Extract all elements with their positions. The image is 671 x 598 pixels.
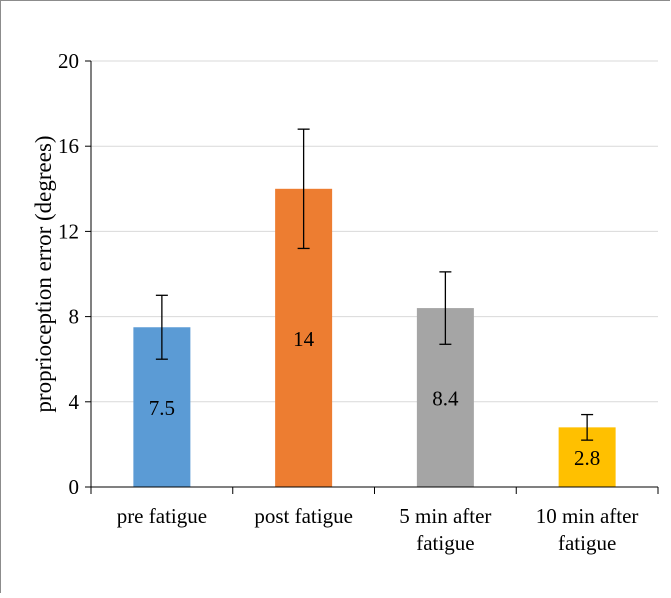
y-tick-label: 4 — [69, 390, 80, 414]
data-label: 8.4 — [432, 387, 459, 411]
y-tick-label: 20 — [58, 49, 79, 73]
x-tick-label: 5 min after — [399, 504, 491, 528]
gridlines — [91, 60, 658, 403]
y-tick-label: 12 — [58, 219, 79, 243]
y-axis-title: proprioception error (degrees) — [31, 135, 56, 412]
x-tick-label: fatigue — [558, 531, 616, 555]
labels: 0 4 8 12 16 20 7.5 pre fatigue 14 post fatigue 8.4… — [31, 49, 638, 555]
x-tick-label: 10 min after — [536, 504, 639, 528]
x-tick-label: pre fatigue — [117, 504, 207, 528]
y-tick-label: 8 — [69, 305, 80, 329]
y-tick-label: 16 — [58, 134, 79, 158]
axes — [85, 60, 659, 494]
data-label: 14 — [293, 327, 315, 351]
data-label: 7.5 — [149, 396, 175, 420]
y-tick-label: 0 — [69, 475, 80, 499]
x-tick-label: post fatigue — [254, 504, 353, 528]
data-label: 2.8 — [574, 446, 600, 470]
bars — [133, 128, 616, 488]
x-tick-label: fatigue — [416, 531, 474, 555]
